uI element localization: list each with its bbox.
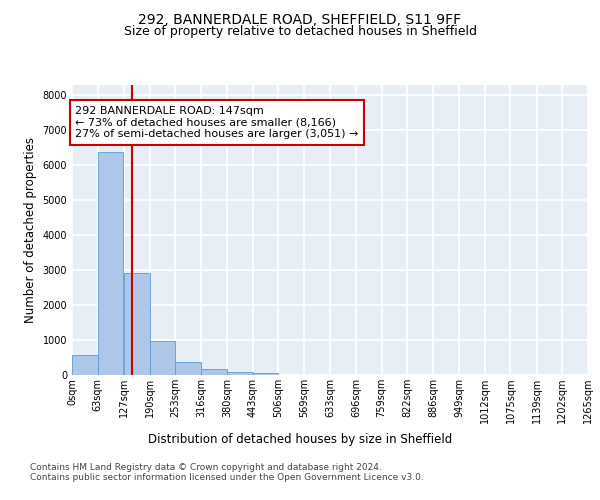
Bar [201, 370, 227, 375]
Text: 292 BANNERDALE ROAD: 147sqm
← 73% of detached houses are smaller (8,166)
27% of : 292 BANNERDALE ROAD: 147sqm ← 73% of det… [75, 106, 359, 139]
Bar [227, 372, 253, 375]
Bar [175, 362, 201, 375]
Bar [98, 152, 124, 375]
Text: 292, BANNERDALE ROAD, SHEFFIELD, S11 9FF: 292, BANNERDALE ROAD, SHEFFIELD, S11 9FF [139, 12, 461, 26]
Bar [253, 374, 278, 375]
Text: Contains HM Land Registry data © Crown copyright and database right 2024.
Contai: Contains HM Land Registry data © Crown c… [30, 462, 424, 482]
Bar [124, 273, 149, 375]
Bar [149, 342, 175, 375]
Text: Distribution of detached houses by size in Sheffield: Distribution of detached houses by size … [148, 432, 452, 446]
Bar [72, 356, 98, 375]
Text: Size of property relative to detached houses in Sheffield: Size of property relative to detached ho… [124, 25, 476, 38]
Y-axis label: Number of detached properties: Number of detached properties [24, 137, 37, 323]
